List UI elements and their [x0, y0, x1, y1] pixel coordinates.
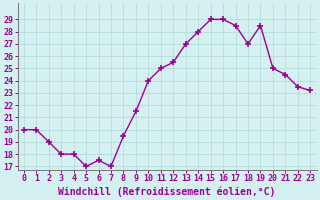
X-axis label: Windchill (Refroidissement éolien,°C): Windchill (Refroidissement éolien,°C)	[58, 186, 276, 197]
